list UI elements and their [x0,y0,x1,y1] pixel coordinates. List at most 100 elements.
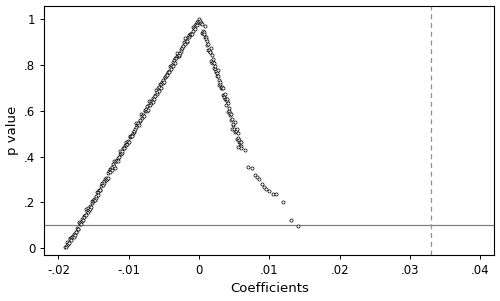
Point [100,181,108,186]
Point [198,22,205,27]
Point [90,197,98,202]
Point [156,86,164,91]
Point [227,111,235,116]
Point [226,105,234,110]
Point [127,133,135,138]
Point [178,46,186,51]
Point [63,242,71,247]
Point [79,218,87,223]
Point [196,19,204,24]
Point [154,88,162,93]
Point [104,175,112,180]
Point [122,142,130,147]
Point [236,140,244,144]
Point [148,99,156,104]
Point [75,220,83,225]
Point [152,91,160,96]
Point [114,159,122,163]
Point [122,139,130,144]
Point [220,96,228,101]
Point [164,69,172,73]
Point [147,99,155,104]
Point [95,188,103,193]
Point [223,96,231,101]
Point [233,136,241,141]
Point [128,132,136,137]
Point [99,183,107,188]
Point [280,200,287,204]
Point [210,66,218,71]
Point [107,167,115,172]
Point [96,187,104,192]
Point [164,70,172,75]
Point [208,59,216,64]
Point [108,168,116,172]
Point [106,170,114,175]
Point [67,237,75,242]
Point [210,61,218,66]
Point [65,240,73,245]
Point [224,110,232,114]
Point [212,70,220,74]
Point [101,176,109,181]
Point [142,109,150,113]
Point [229,123,237,127]
Point [148,99,156,104]
Point [190,25,198,30]
Point [160,75,168,80]
Point [192,23,200,28]
Point [172,54,180,59]
Point [64,239,72,244]
Point [232,129,239,134]
Point [62,245,70,250]
Point [158,78,166,83]
Point [123,141,131,146]
Point [113,158,121,163]
Point [87,204,95,209]
Point [188,32,196,36]
Point [199,30,207,35]
Point [115,154,123,159]
Point [110,159,118,164]
Point [138,113,146,118]
Point [176,52,184,57]
Point [230,126,238,131]
Point [133,123,141,127]
Point [236,144,244,148]
Point [116,152,124,157]
Point [206,50,214,55]
Point [144,102,152,107]
Point [188,29,196,33]
Point [73,225,81,230]
Point [174,54,182,58]
Point [168,62,176,67]
Point [78,217,86,222]
Point [88,198,96,203]
Point [130,129,138,134]
Point [98,182,106,187]
Point [154,86,162,91]
Point [69,234,77,239]
Point [112,158,120,163]
Point [102,176,110,181]
Point [216,79,224,84]
Point [235,137,243,142]
Point [170,58,178,63]
Point [91,198,99,203]
Point [214,74,222,79]
Point [221,91,229,96]
Point [182,40,190,45]
Point [174,53,182,58]
Point [202,34,210,39]
Point [258,181,266,186]
Point [82,212,90,217]
Point [209,57,217,61]
Point [109,161,117,166]
Point [218,85,226,90]
Point [208,61,216,66]
Point [170,60,177,64]
Point [82,207,90,212]
Point [266,189,274,194]
Point [234,140,242,144]
Point [230,120,238,125]
